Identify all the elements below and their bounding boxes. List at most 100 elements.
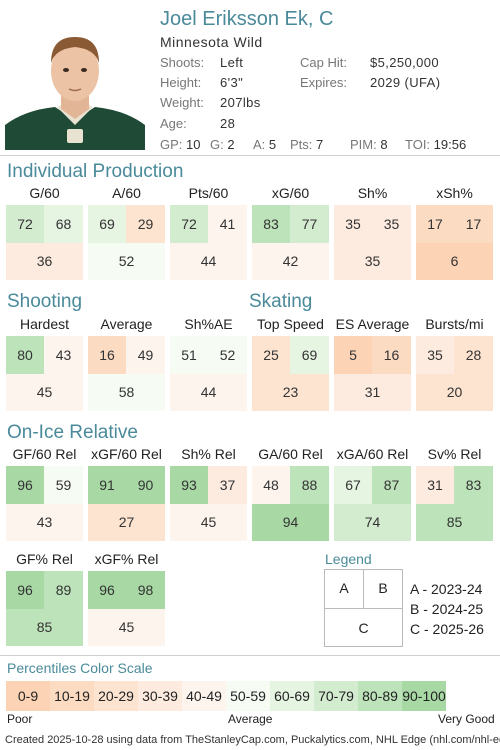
shp-b-value: 35 [372, 205, 411, 243]
legend-title: Legend [325, 551, 372, 567]
xshp-c-value: 6 [416, 243, 493, 280]
pts60-c-value: 44 [170, 243, 247, 280]
player-name: Joel Eriksson Ek, C [160, 8, 334, 30]
header-bursts: Bursts/mi [425, 316, 484, 332]
section-onice: On-Ice Relative [7, 422, 138, 443]
shoots-label: Shoots: [160, 55, 205, 70]
xgfp-c-value: 45 [88, 609, 165, 646]
weight-value: 207lbs [220, 95, 261, 110]
scale-cell-3: 30-39 [138, 681, 182, 711]
expires-value: 2029 (UFA) [370, 75, 441, 90]
shae-a-value: 51 [170, 336, 208, 374]
header-esavg: ES Average [335, 316, 410, 332]
topspeed-c-value: 23 [252, 374, 329, 411]
toi-value: 19:56 [433, 137, 467, 152]
header-shrel: Sh% Rel [181, 446, 236, 462]
gp-label: GP: [160, 137, 183, 152]
scale-good-label: Very Good [438, 712, 495, 726]
xg60-b-value: 77 [290, 205, 329, 243]
section-skating: Skating [249, 291, 313, 312]
header-gfp: GF% Rel [16, 551, 73, 567]
header-pts60: Pts/60 [188, 185, 229, 201]
legend-divider [0, 655, 500, 656]
a60-b-value: 29 [126, 205, 165, 243]
average-a-value: 16 [88, 336, 126, 374]
player-photo [5, 25, 145, 150]
xga60-b-value: 87 [372, 466, 411, 504]
scale-cell-6: 60-69 [270, 681, 314, 711]
hardest-c-value: 45 [6, 374, 83, 411]
scale-cell-5: 50-59 [226, 681, 270, 711]
g60-a-value: 72 [6, 205, 44, 243]
ga60-a-value: 48 [252, 466, 290, 504]
header-shp: Sh% [357, 185, 388, 201]
legend-a-text: A - 2023-24 [410, 581, 483, 597]
header-divider [0, 155, 500, 156]
xg60-c-value: 42 [252, 243, 329, 280]
scale-cell-7: 70-79 [314, 681, 358, 711]
age-label: Age: [160, 116, 187, 131]
scale-cell-1: 10-19 [50, 681, 94, 711]
gf60-c-value: 43 [6, 504, 83, 541]
average-b-value: 49 [126, 336, 165, 374]
a-label: A: [253, 137, 266, 152]
footer-credits: Created 2025-10-28 using data from TheSt… [5, 734, 500, 746]
scale-cell-2: 20-29 [94, 681, 138, 711]
gfp-c-value: 85 [6, 609, 83, 646]
esavg-b-value: 16 [372, 336, 411, 374]
gf60-b-value: 59 [44, 466, 83, 504]
legend-b: B [378, 580, 388, 596]
section-individual: Individual Production [7, 161, 184, 182]
ga60-c-value: 94 [252, 504, 329, 541]
caphit-label: Cap Hit: [300, 55, 347, 70]
bursts-b-value: 28 [454, 336, 493, 374]
pts60-a-value: 72 [170, 205, 208, 243]
section-shooting: Shooting [7, 291, 83, 312]
shp-a-value: 35 [334, 205, 372, 243]
header-average: Average [100, 316, 153, 332]
legend-c: C [358, 620, 369, 636]
header-shae: Sh%AE [184, 316, 233, 332]
shrel-b-value: 37 [208, 466, 247, 504]
xgf60-c-value: 27 [88, 504, 165, 541]
shp-c-value: 35 [334, 243, 411, 280]
pts-label: Pts: [290, 137, 313, 152]
topspeed-a-value: 25 [252, 336, 290, 374]
hardest-a-value: 80 [6, 336, 44, 374]
esavg-a-value: 5 [334, 336, 372, 374]
shae-b-value: 52 [208, 336, 247, 374]
height-label: Height: [160, 75, 202, 90]
xgf60-a-value: 91 [88, 466, 126, 504]
shoots-value: Left [220, 55, 244, 70]
g-label: G: [210, 137, 224, 152]
header-topspeed: Top Speed [257, 316, 324, 332]
g60-b-value: 68 [44, 205, 83, 243]
header-xg60: xG/60 [271, 185, 310, 201]
bursts-a-value: 35 [416, 336, 454, 374]
scale-cell-9: 90-100 [402, 681, 446, 711]
gf60-a-value: 96 [6, 466, 44, 504]
bursts-c-value: 20 [416, 374, 493, 411]
scale-title: Percentiles Color Scale [7, 660, 153, 676]
legend-c-text: C - 2025-26 [410, 621, 484, 637]
scale-average-label: Average [228, 712, 273, 726]
header-svrel: Sv% Rel [427, 446, 482, 462]
header-xga60: xGA/60 Rel [336, 446, 409, 462]
header-ga60: GA/60 Rel [258, 446, 323, 462]
svrel-c-value: 85 [416, 504, 493, 541]
team-name: Minnesota Wild [160, 34, 263, 50]
a60-a-value: 69 [88, 205, 126, 243]
legend-box: A B C [324, 569, 403, 647]
xg60-a-value: 83 [252, 205, 290, 243]
header-xshp: xSh% [436, 185, 473, 201]
shae-c-value: 44 [170, 374, 247, 411]
a60-c-value: 52 [88, 243, 165, 280]
gfp-a-value: 96 [6, 571, 44, 609]
weight-label: Weight: [160, 95, 204, 110]
header-hardest: Hardest [19, 316, 70, 332]
scale-cell-4: 40-49 [182, 681, 226, 711]
header-xgfp: xGF% Rel [94, 551, 159, 567]
xgfp-b-value: 98 [126, 571, 165, 609]
header-a60: A/60 [112, 185, 141, 201]
age-value: 28 [220, 116, 236, 131]
